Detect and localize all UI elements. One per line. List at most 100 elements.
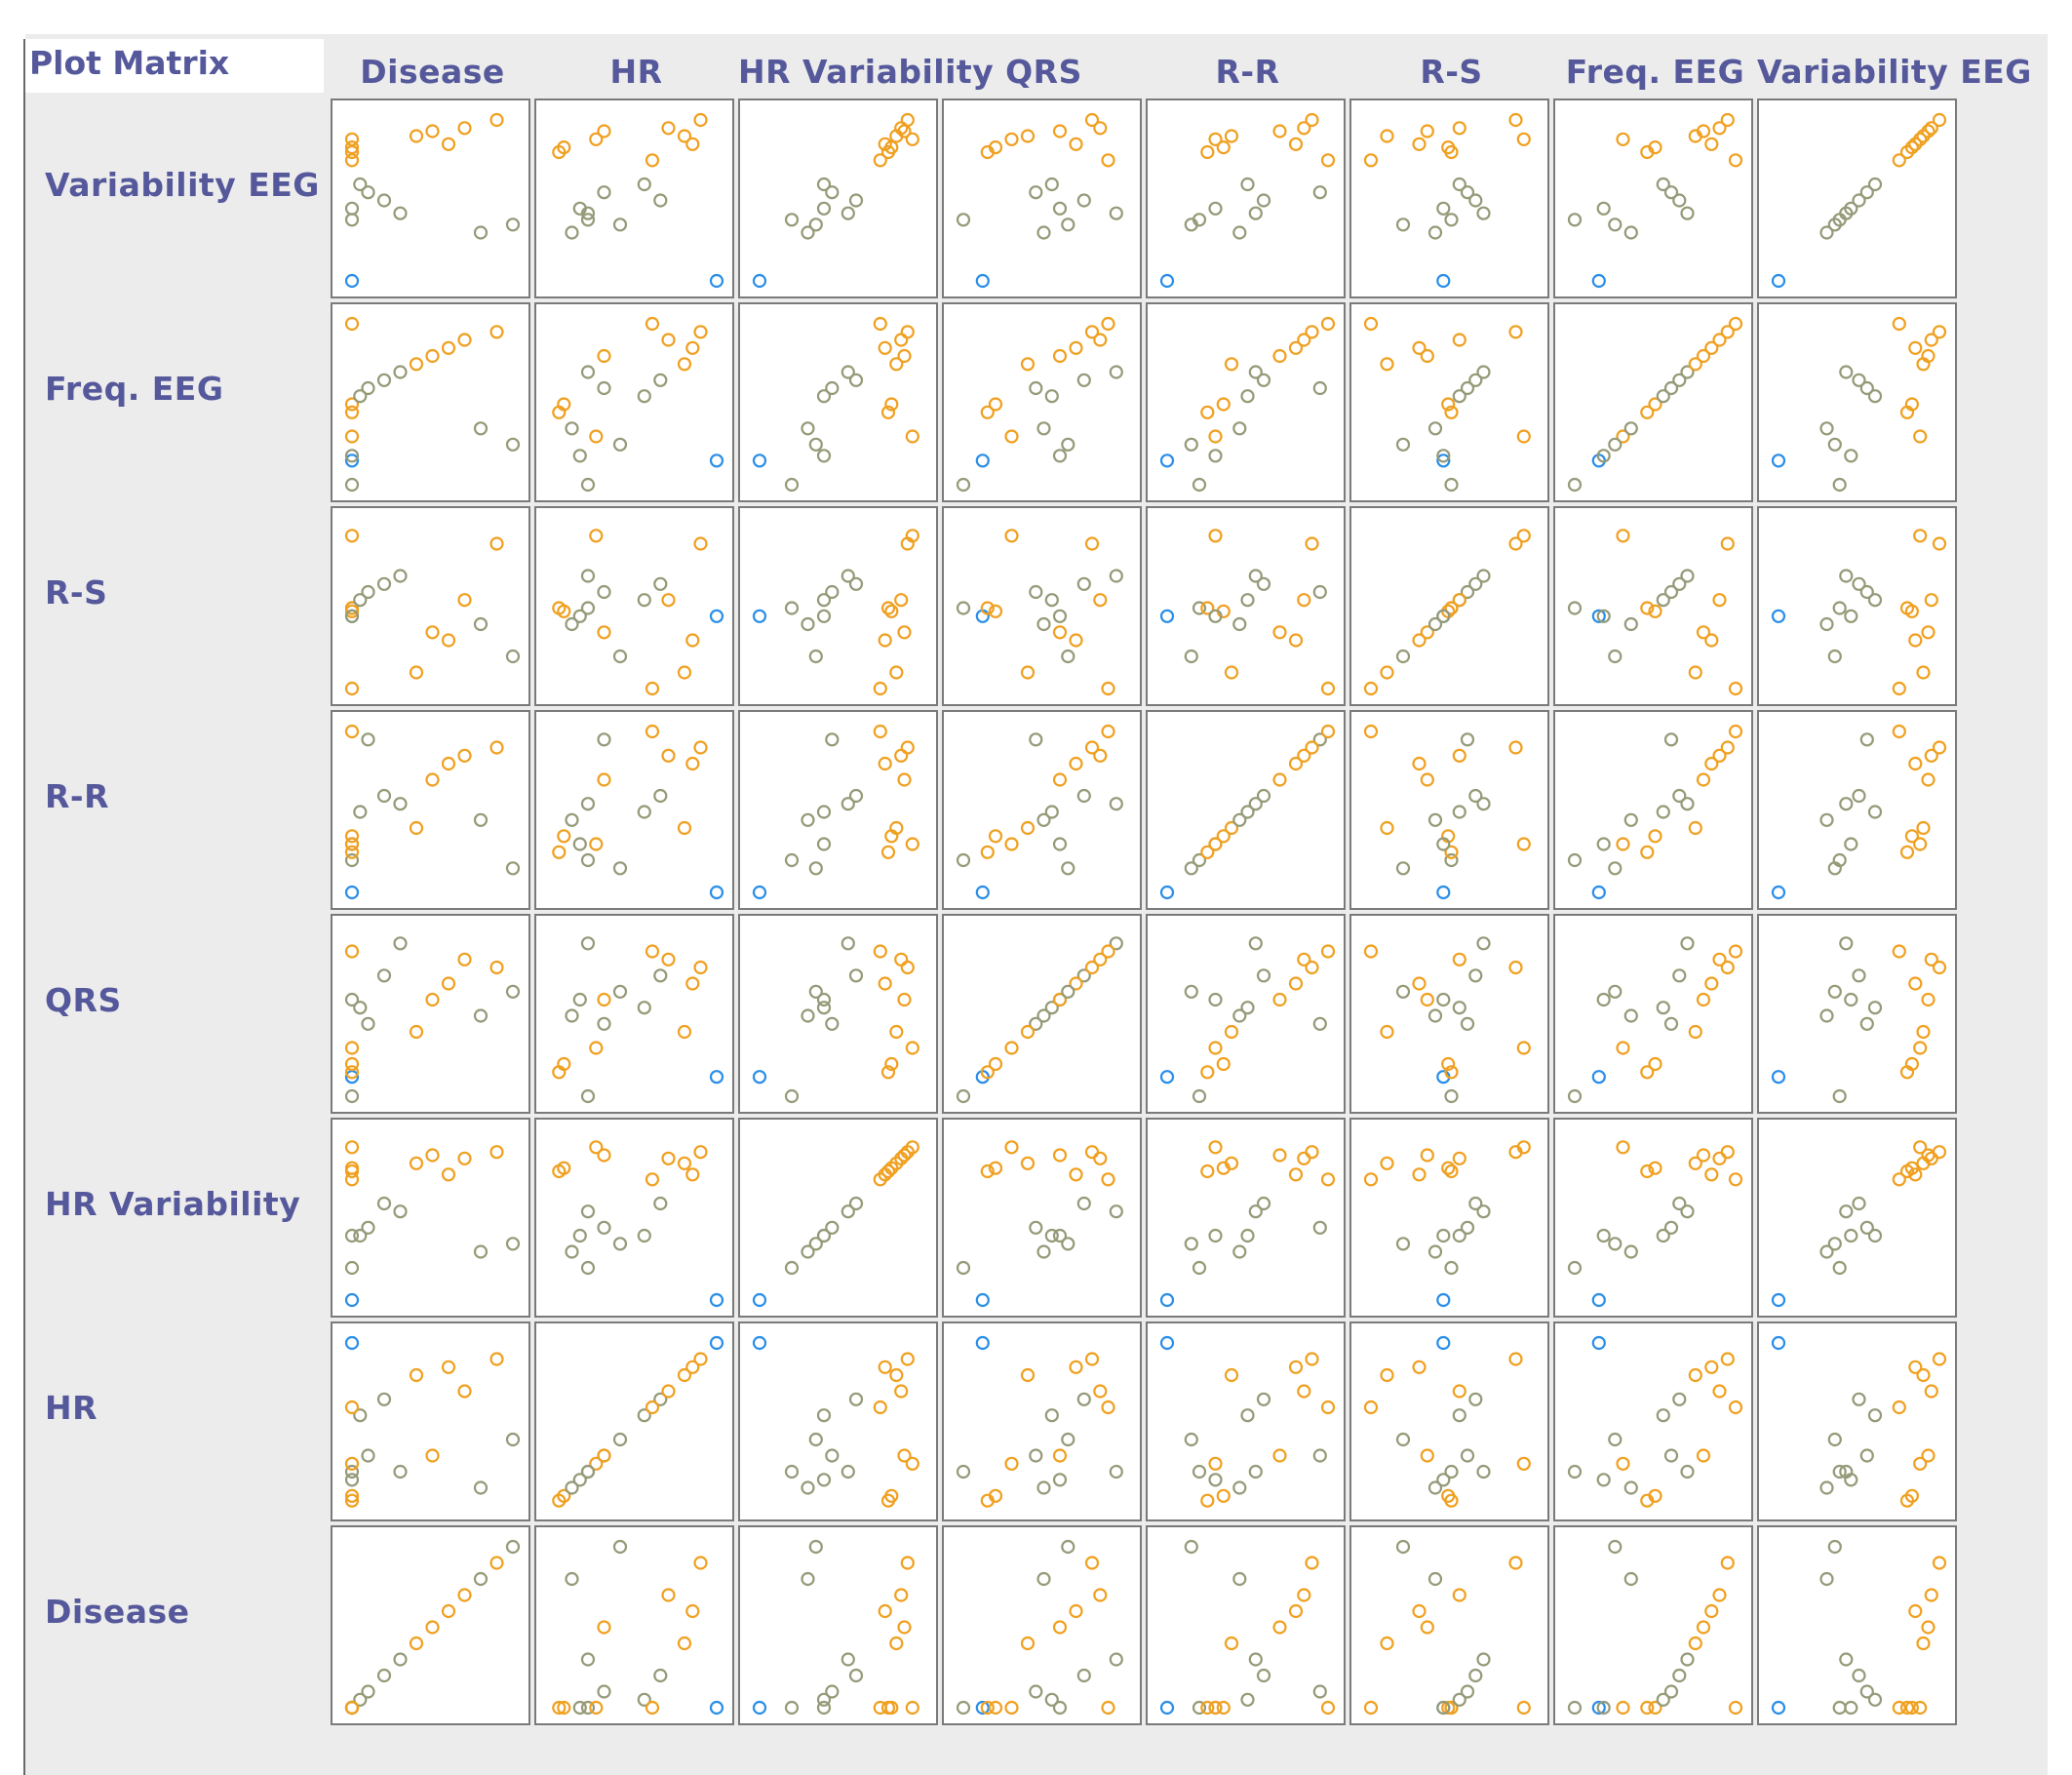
- data-point-5: [1436, 201, 1451, 216]
- scatter-cell-plot: [344, 1335, 521, 1508]
- data-point-9: [376, 1196, 392, 1211]
- data-point-10: [393, 1652, 408, 1667]
- data-point-17: [505, 437, 521, 452]
- data-point-7: [1044, 805, 1059, 819]
- data-point-5: [816, 992, 832, 1007]
- scatter-cell-plot: [1363, 1335, 1531, 1508]
- data-point-12: [425, 124, 440, 138]
- data-point-18: [1320, 944, 1336, 959]
- data-point-15: [1623, 616, 1638, 632]
- data-point-13: [1908, 756, 1923, 771]
- data-point-17: [1184, 217, 1198, 232]
- data-point-8: [597, 584, 611, 600]
- data-point-1: [1436, 454, 1451, 468]
- data-point-18: [873, 1400, 887, 1415]
- data-point-7: [1240, 1001, 1255, 1015]
- data-point-14: [1712, 952, 1727, 966]
- data-point-1: [975, 1700, 990, 1716]
- data-point-17: [808, 1237, 823, 1251]
- data-point-7: [1867, 593, 1883, 608]
- data-point-9: [1852, 1668, 1866, 1683]
- data-point-18: [1363, 1700, 1379, 1716]
- data-point-13: [1908, 1167, 1923, 1182]
- data-point-2: [1192, 601, 1207, 615]
- data-point-2: [1567, 601, 1583, 615]
- data-point-4: [884, 1488, 899, 1503]
- data-point-13: [1704, 756, 1719, 771]
- scatter-cell-plot: [1771, 1335, 1947, 1508]
- data-point-9: [1468, 373, 1483, 387]
- scatter-cell-plot: [1363, 1140, 1531, 1308]
- data-point-2: [344, 1088, 360, 1104]
- data-point-7: [1240, 1228, 1255, 1243]
- data-point-8: [1312, 584, 1327, 600]
- scatter-cell-plot: [1771, 1539, 1947, 1716]
- data-point-4: [1216, 1700, 1231, 1716]
- scatter-cell-plot: [344, 529, 521, 696]
- data-point-16: [489, 960, 504, 975]
- data-point-1: [1436, 1335, 1451, 1351]
- data-point-8: [1460, 584, 1475, 600]
- scatter-cell-plot: [1159, 112, 1336, 289]
- data-point-2: [784, 213, 800, 227]
- data-point-16: [1932, 1352, 1947, 1366]
- data-point-18: [1892, 944, 1906, 959]
- data-point-14: [1924, 333, 1938, 347]
- data-point-6: [1516, 429, 1531, 444]
- data-point-12: [1052, 1448, 1068, 1463]
- data-point-3: [1899, 845, 1915, 859]
- data-point-3: [344, 1065, 360, 1080]
- data-point-13: [1908, 340, 1923, 355]
- data-point-6: [1616, 1456, 1630, 1471]
- data-point-18: [1728, 1400, 1743, 1415]
- data-point-10: [1248, 936, 1263, 951]
- data-point-8: [1663, 1220, 1679, 1235]
- data-point-6: [1913, 529, 1928, 543]
- data-point-16: [1508, 1352, 1523, 1366]
- data-point-14: [1452, 333, 1466, 347]
- scatter-cell-hr-vs-freq-eeg: [1553, 1321, 1753, 1521]
- data-point-9: [848, 1668, 864, 1683]
- data-point-4: [1216, 139, 1231, 155]
- data-point-15: [1819, 616, 1834, 632]
- scatter-cell-r-s-vs-qrs: [942, 506, 1142, 706]
- data-point-16: [1508, 536, 1523, 551]
- scatter-cell-plot: [1363, 724, 1531, 900]
- data-point-10: [1248, 365, 1263, 379]
- data-point-15: [1036, 1571, 1051, 1587]
- data-point-7: [1452, 1408, 1466, 1423]
- data-point-4: [1216, 829, 1231, 844]
- data-point-18: [1892, 681, 1906, 696]
- data-point-7: [816, 1228, 832, 1243]
- data-point-13: [441, 976, 456, 991]
- data-point-15: [1819, 1008, 1834, 1023]
- data-point-16: [1932, 1145, 1947, 1160]
- data-point-6: [905, 1456, 919, 1471]
- data-point-10: [841, 936, 855, 951]
- data-point-15: [1623, 1244, 1638, 1259]
- scatter-cell-r-r-vs-disease: [331, 710, 530, 910]
- scatter-cell-plot: [1159, 724, 1336, 900]
- data-point-15: [565, 1008, 579, 1023]
- data-point-9: [1468, 788, 1483, 804]
- scatter-cell-plot: [956, 936, 1123, 1104]
- scatter-cell-plot: [752, 936, 919, 1104]
- data-point-2: [784, 477, 800, 493]
- data-point-13: [441, 633, 456, 648]
- data-point-3: [980, 845, 995, 859]
- scatter-cell-plot: [1159, 316, 1336, 493]
- data-point-17: [612, 1237, 628, 1251]
- data-point-4: [988, 397, 1003, 412]
- data-point-4: [884, 397, 899, 412]
- data-point-14: [894, 952, 909, 966]
- data-point-16: [1508, 1556, 1523, 1570]
- data-point-1: [1159, 1070, 1175, 1085]
- data-point-15: [1819, 1244, 1834, 1259]
- data-point-8: [1859, 1448, 1874, 1463]
- data-point-15: [1819, 812, 1834, 827]
- data-point-18: [1892, 1172, 1906, 1187]
- data-point-15: [1623, 812, 1638, 827]
- scatter-cell-plot: [552, 936, 724, 1104]
- data-point-9: [848, 373, 864, 387]
- data-point-1: [344, 1292, 360, 1308]
